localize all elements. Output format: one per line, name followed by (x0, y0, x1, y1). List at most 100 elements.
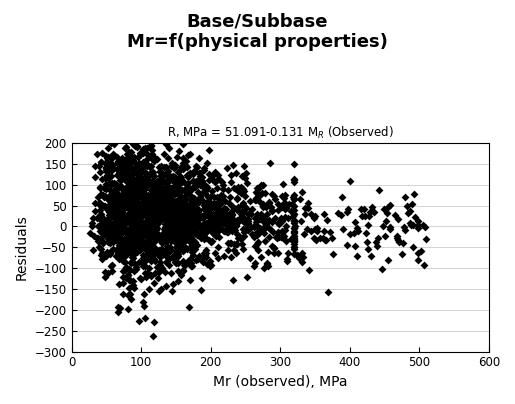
Point (163, 224, 171, 231)
Point (298, 250, 306, 257)
Point (343, 242, 351, 248)
Point (106, 236, 114, 242)
Point (114, 185, 122, 191)
Point (142, 241, 150, 248)
Point (185, 185, 194, 192)
Point (193, 229, 201, 236)
Point (154, 216, 162, 223)
Point (104, 217, 112, 223)
Point (130, 183, 139, 189)
Point (116, 254, 125, 261)
Point (290, 246, 298, 252)
Point (132, 244, 140, 250)
Point (119, 238, 128, 244)
Point (193, 230, 201, 237)
Point (359, 206, 368, 213)
Point (153, 220, 162, 226)
Point (165, 214, 173, 221)
Point (253, 210, 262, 217)
Point (198, 215, 207, 221)
Point (172, 226, 180, 233)
Point (121, 199, 129, 205)
Point (290, 179, 298, 185)
Point (93, 223, 101, 229)
Point (176, 242, 184, 248)
Point (147, 178, 156, 184)
Point (173, 204, 181, 211)
Point (143, 217, 151, 223)
Point (171, 240, 180, 246)
Point (119, 268, 127, 275)
Point (295, 255, 303, 261)
Point (226, 239, 234, 246)
Point (142, 170, 150, 177)
Point (118, 202, 127, 208)
Point (182, 189, 190, 195)
Point (241, 175, 249, 182)
Point (161, 209, 169, 216)
Point (97, 211, 106, 217)
Point (103, 172, 111, 178)
Point (220, 221, 229, 227)
Point (96, 184, 104, 191)
Point (100, 175, 109, 181)
Point (156, 168, 164, 175)
Point (133, 169, 141, 176)
Point (140, 198, 148, 204)
Point (124, 183, 132, 189)
Point (204, 209, 213, 215)
Point (177, 272, 185, 278)
Point (160, 151, 168, 157)
Point (234, 235, 243, 241)
Point (236, 189, 245, 196)
Point (281, 227, 289, 234)
Point (173, 229, 181, 235)
Point (264, 263, 272, 269)
Point (153, 210, 161, 217)
Point (191, 225, 199, 232)
Point (156, 254, 164, 261)
Point (122, 204, 130, 210)
Point (149, 221, 157, 227)
Point (131, 238, 139, 245)
Point (144, 210, 152, 217)
Point (130, 234, 138, 241)
Point (143, 179, 151, 186)
Point (102, 224, 110, 231)
Point (179, 225, 187, 232)
Point (200, 249, 208, 256)
Point (151, 208, 159, 214)
Point (132, 202, 140, 208)
Point (174, 168, 182, 175)
Point (148, 138, 157, 144)
Point (196, 214, 204, 221)
Point (214, 172, 222, 178)
Point (170, 235, 179, 241)
Point (193, 242, 201, 248)
Point (165, 210, 174, 216)
Point (140, 200, 148, 206)
Point (130, 166, 138, 173)
Point (110, 141, 118, 147)
Point (213, 185, 221, 191)
Point (179, 257, 187, 264)
Point (165, 229, 174, 236)
Point (110, 230, 118, 236)
Point (131, 198, 140, 205)
Point (204, 211, 213, 217)
Point (183, 172, 191, 178)
Point (127, 241, 135, 247)
Point (265, 199, 273, 206)
Point (148, 147, 156, 154)
Point (122, 275, 130, 281)
Point (225, 223, 233, 229)
Point (133, 236, 142, 242)
Point (164, 179, 173, 185)
Point (127, 206, 135, 213)
Point (111, 220, 119, 227)
Point (139, 223, 147, 229)
Point (154, 219, 163, 225)
Point (146, 227, 154, 234)
Point (216, 226, 224, 232)
Point (127, 173, 135, 179)
